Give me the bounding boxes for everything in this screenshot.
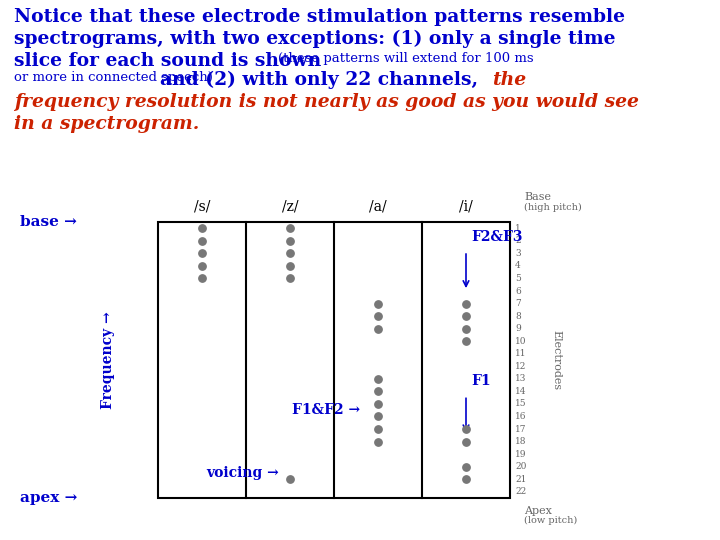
Point	[460, 325, 472, 333]
Text: 4: 4	[515, 261, 521, 271]
Text: 12: 12	[515, 362, 526, 371]
Text: spectrograms, with two exceptions: (1) only a single time: spectrograms, with two exceptions: (1) o…	[14, 30, 616, 48]
Point	[372, 375, 384, 383]
Text: Base: Base	[524, 192, 551, 202]
Text: 20: 20	[515, 462, 526, 471]
Point	[197, 224, 208, 233]
Point	[197, 249, 208, 258]
Text: 6: 6	[515, 287, 521, 295]
Text: 18: 18	[515, 437, 526, 446]
Point	[372, 424, 384, 433]
Text: /z/: /z/	[282, 200, 298, 214]
Point	[372, 312, 384, 320]
Point	[197, 274, 208, 283]
Text: 11: 11	[515, 349, 526, 358]
Text: /i/: /i/	[459, 200, 473, 214]
Text: 15: 15	[515, 400, 526, 408]
Point	[284, 261, 296, 270]
Text: 13: 13	[515, 374, 526, 383]
Point	[460, 437, 472, 446]
Point	[284, 475, 296, 483]
Point	[372, 400, 384, 408]
Text: 16: 16	[515, 412, 526, 421]
Text: 14: 14	[515, 387, 526, 396]
Text: 1: 1	[515, 224, 521, 233]
Text: Frequency →: Frequency →	[101, 311, 115, 409]
Text: (low pitch): (low pitch)	[524, 516, 577, 525]
Text: 8: 8	[515, 312, 521, 321]
Text: frequency resolution is not nearly as good as you would see: frequency resolution is not nearly as go…	[14, 93, 639, 111]
Point	[284, 274, 296, 283]
Text: and (2) with only 22 channels,: and (2) with only 22 channels,	[160, 71, 478, 89]
Point	[460, 299, 472, 308]
Text: F1&F2 →: F1&F2 →	[292, 403, 360, 417]
Text: apex →: apex →	[20, 491, 77, 505]
Point	[372, 412, 384, 421]
Point	[372, 325, 384, 333]
Point	[197, 261, 208, 270]
Text: voicing →: voicing →	[206, 466, 279, 480]
Point	[460, 462, 472, 471]
Text: 5: 5	[515, 274, 521, 283]
Text: 7: 7	[515, 299, 521, 308]
Text: Electrodes: Electrodes	[551, 330, 561, 390]
Point	[460, 312, 472, 320]
Point	[460, 475, 472, 483]
Point	[284, 237, 296, 245]
Text: 22: 22	[515, 487, 526, 496]
Text: 3: 3	[515, 249, 521, 258]
Text: Apex: Apex	[524, 506, 552, 516]
Point	[460, 337, 472, 346]
Text: or more in connected speech) ,: or more in connected speech) ,	[14, 71, 221, 84]
Text: 19: 19	[515, 450, 526, 458]
Point	[372, 437, 384, 446]
Text: 17: 17	[515, 424, 526, 434]
Text: /s/: /s/	[194, 200, 210, 214]
Text: slice for each sound is shown: slice for each sound is shown	[14, 52, 321, 70]
Point	[197, 237, 208, 245]
Text: Notice that these electrode stimulation patterns resemble: Notice that these electrode stimulation …	[14, 8, 625, 26]
Text: F2&F3: F2&F3	[471, 230, 523, 244]
Bar	[158, 222, 510, 498]
Point	[372, 299, 384, 308]
Text: 21: 21	[515, 475, 526, 484]
Text: F1: F1	[471, 374, 490, 388]
Text: (high pitch): (high pitch)	[524, 203, 582, 212]
Text: 10: 10	[515, 336, 526, 346]
Point	[284, 249, 296, 258]
Point	[460, 424, 472, 433]
Text: base →: base →	[20, 215, 77, 229]
Text: (these patterns will extend for 100 ms: (these patterns will extend for 100 ms	[278, 52, 534, 65]
Point	[372, 387, 384, 396]
Text: 9: 9	[515, 324, 521, 333]
Text: 2: 2	[515, 237, 521, 245]
Text: in a spectrogram.: in a spectrogram.	[14, 115, 199, 133]
Text: the: the	[492, 71, 526, 89]
Point	[284, 224, 296, 233]
Text: /a/: /a/	[369, 200, 387, 214]
